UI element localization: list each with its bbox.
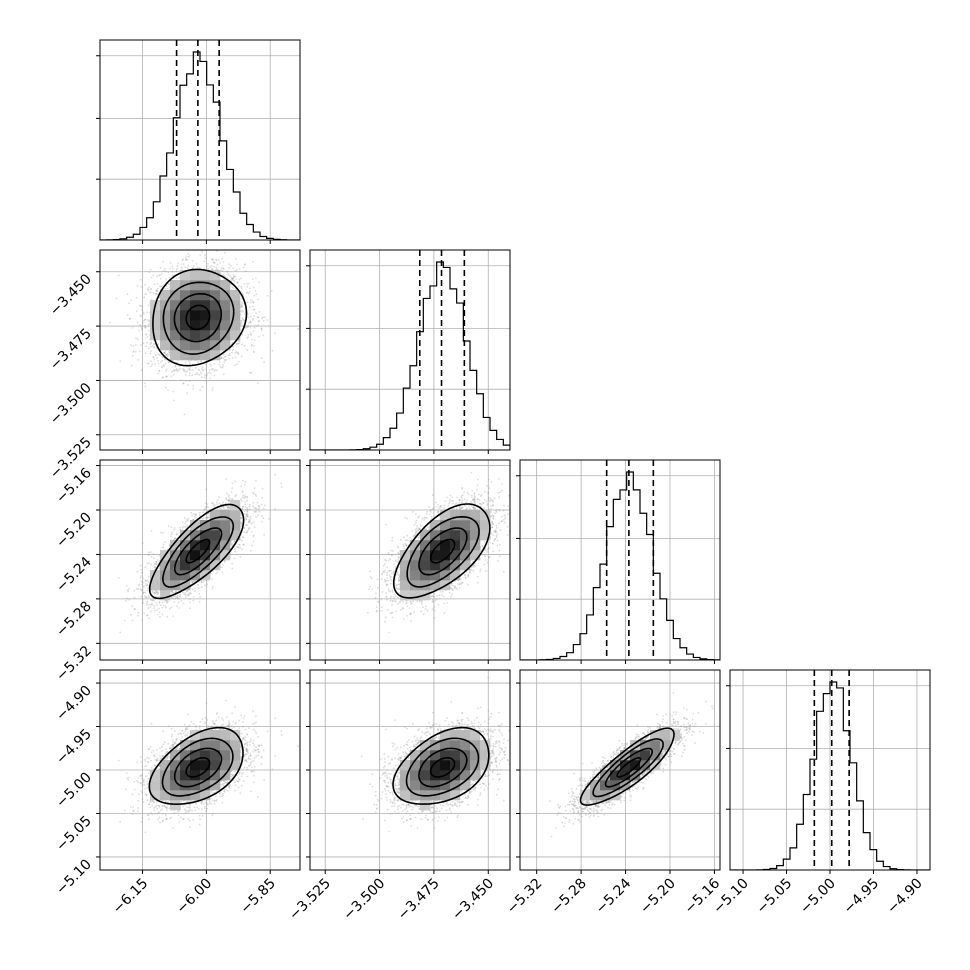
x-tick-label-p1-3: −3.450 <box>449 876 497 924</box>
x-tick-label-p1-1: −3.500 <box>340 876 388 924</box>
density-bins-p1-p2 <box>400 510 491 601</box>
x-tick-label-p3-1: −5.05 <box>754 876 796 918</box>
contour-p1-p2-3 <box>392 503 491 599</box>
scatter-panel-p0-p3 <box>96 669 301 874</box>
y-tick-label-p3-1: −5.05 <box>53 813 95 855</box>
y-tick-label-p2-0: −5.32 <box>53 643 95 685</box>
contour-p1-p3-2 <box>405 737 480 797</box>
contour-p0-p2-0 <box>185 538 211 564</box>
y-tick-label-p3-0: −5.10 <box>53 856 95 898</box>
x-tick-label-p0-0: −6.15 <box>110 876 152 918</box>
y-tick-label-p2-1: −5.28 <box>53 598 95 640</box>
y-tick-label-p3-3: −4.95 <box>53 726 95 768</box>
contour-p1-p3-0 <box>429 757 456 778</box>
y-tick-label-p2-3: −5.20 <box>53 510 95 552</box>
panel-frame <box>99 459 301 661</box>
contour-p2-p3-1 <box>604 747 653 788</box>
scatter-panel-p1-p3 <box>306 669 511 874</box>
contour-p0-p3-0 <box>185 757 211 778</box>
histogram-panel-p0 <box>96 39 301 244</box>
contour-p0-p2-1 <box>174 527 223 576</box>
contour-p1-p3-3 <box>392 726 490 805</box>
x-tick-label-p3-2: −5.00 <box>797 876 839 918</box>
contour-p0-p1-1 <box>173 293 223 343</box>
x-tick-label-p0-1: −6.00 <box>174 876 216 918</box>
x-tick-label-p1-0: −3.525 <box>286 876 334 924</box>
panel-frame <box>99 39 301 241</box>
panel-frame <box>519 459 721 661</box>
x-tick-label-p1-2: −3.475 <box>395 876 443 924</box>
contour-p0-p3-2 <box>161 737 234 797</box>
density-bins-p1-p3 <box>400 730 491 811</box>
contour-p0-p2-3 <box>148 503 245 600</box>
panel-frame <box>309 459 511 661</box>
x-tick-label-p2-2: −5.24 <box>593 875 635 917</box>
histogram-p1 <box>310 261 510 450</box>
y-tick-label-p3-2: −5.00 <box>53 770 95 812</box>
histogram-panel-p1 <box>306 249 511 454</box>
contour-p2-p3-0 <box>616 756 642 778</box>
contour-p0-p1-3 <box>152 268 248 367</box>
contour-p1-p2-2 <box>406 515 480 588</box>
contour-p1-p2-1 <box>418 527 468 576</box>
y-tick-label-p1-2: −3.475 <box>47 326 95 374</box>
histogram-p0 <box>100 51 300 240</box>
scatter-panel-p1-p2 <box>306 459 511 664</box>
panel-frame <box>99 249 301 451</box>
scatter-panel-p0-p2 <box>96 459 301 664</box>
x-tick-label-p2-3: −5.20 <box>637 876 679 918</box>
histogram-panel-p3 <box>726 669 931 874</box>
contour-p0-p2-2 <box>162 516 235 588</box>
panel-frame <box>309 249 511 451</box>
histogram-panel-p2 <box>516 459 721 664</box>
contour-p0-p1-0 <box>185 304 211 331</box>
contour-p2-p3-3 <box>579 727 675 806</box>
contour-p0-p3-1 <box>173 747 223 788</box>
contour-p0-p3-3 <box>148 726 244 806</box>
x-tick-label-p2-0: −5.32 <box>504 876 546 918</box>
x-tick-label-p3-4: −4.90 <box>884 876 926 918</box>
contour-p0-p1-2 <box>162 281 235 355</box>
scatter-panel-p2-p3 <box>516 669 721 874</box>
y-tick-label-p1-1: −3.500 <box>47 380 95 428</box>
histogram-p2 <box>520 471 720 660</box>
x-tick-label-p3-3: −4.95 <box>841 876 883 918</box>
y-tick-label-p1-3: −3.450 <box>47 271 95 319</box>
x-tick-label-p2-1: −5.28 <box>548 876 590 918</box>
contour-p1-p3-1 <box>418 747 468 788</box>
contour-p1-p2-0 <box>429 538 456 564</box>
x-tick-label-p0-2: −5.85 <box>237 876 279 918</box>
scatter-panel-p0-p1 <box>96 249 301 454</box>
contour-p2-p3-2 <box>592 738 664 798</box>
y-tick-label-p3-4: −4.90 <box>53 683 95 725</box>
y-tick-label-p2-2: −5.24 <box>53 554 95 596</box>
